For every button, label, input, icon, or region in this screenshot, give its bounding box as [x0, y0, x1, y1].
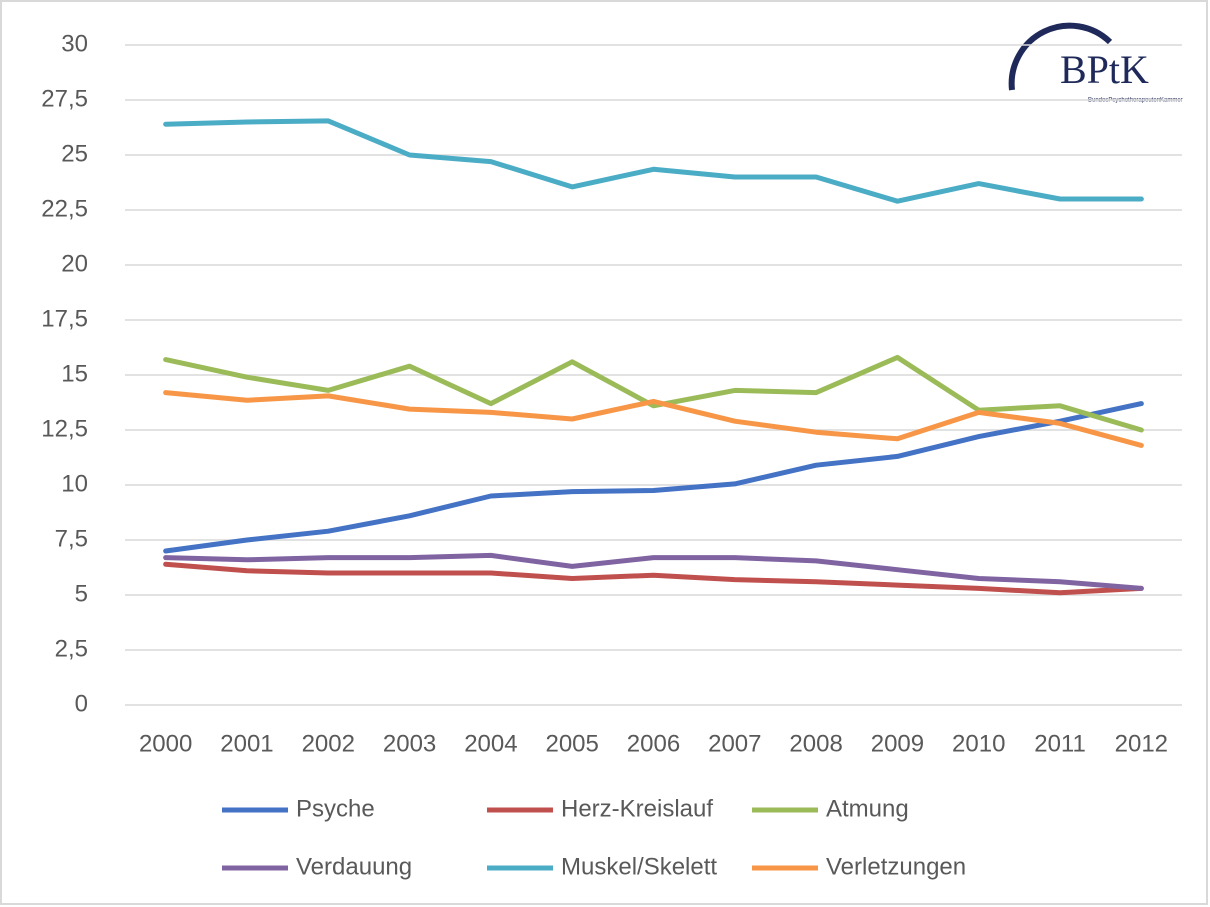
x-tick-label: 2008 — [789, 730, 842, 757]
logo-arc — [1008, 22, 1113, 91]
series-line — [163, 390, 1144, 448]
x-tick-label: 2002 — [302, 730, 355, 757]
x-tick-label: 2004 — [464, 730, 517, 757]
x-tick-label: 2010 — [952, 730, 1005, 757]
x-tick-label: 2005 — [545, 730, 598, 757]
y-tick-label: 10 — [61, 470, 88, 497]
y-tick-label: 12,5 — [41, 415, 88, 442]
x-tick-label: 2007 — [708, 730, 761, 757]
series-line — [163, 552, 1144, 591]
x-tick-label: 2012 — [1115, 730, 1168, 757]
x-tick-label: 2003 — [383, 730, 436, 757]
logo-text: BPtK — [1060, 47, 1149, 92]
y-tick-label: 25 — [61, 140, 88, 167]
series-line — [163, 118, 1144, 204]
legend-label: Psyche — [296, 795, 375, 822]
x-tick-label: 2001 — [220, 730, 273, 757]
legend-label: Atmung — [826, 795, 909, 822]
y-tick-label: 5 — [75, 580, 88, 607]
y-tick-label: 30 — [61, 30, 88, 57]
legend-label: Verletzungen — [826, 853, 966, 880]
x-tick-label: 2006 — [627, 730, 680, 757]
y-tick-label: 20 — [61, 250, 88, 277]
x-tick-label: 2011 — [1034, 730, 1086, 757]
y-tick-label: 15 — [61, 360, 88, 387]
y-tick-label: 17,5 — [41, 305, 88, 332]
y-tick-label: 22,5 — [41, 195, 88, 222]
legend-label: Muskel/Skelett — [561, 853, 717, 880]
y-tick-label: 0 — [75, 690, 88, 717]
y-tick-label: 27,5 — [41, 85, 88, 112]
y-tick-label: 7,5 — [55, 525, 88, 552]
series-line — [163, 561, 1144, 596]
x-tick-label: 2000 — [139, 730, 192, 757]
legend-label: Verdauung — [296, 853, 412, 880]
y-tick-label: 2,5 — [55, 635, 88, 662]
x-tick-label: 2009 — [871, 730, 924, 757]
series-line — [163, 401, 1144, 554]
legend-label: Herz-Kreislauf — [561, 795, 713, 822]
